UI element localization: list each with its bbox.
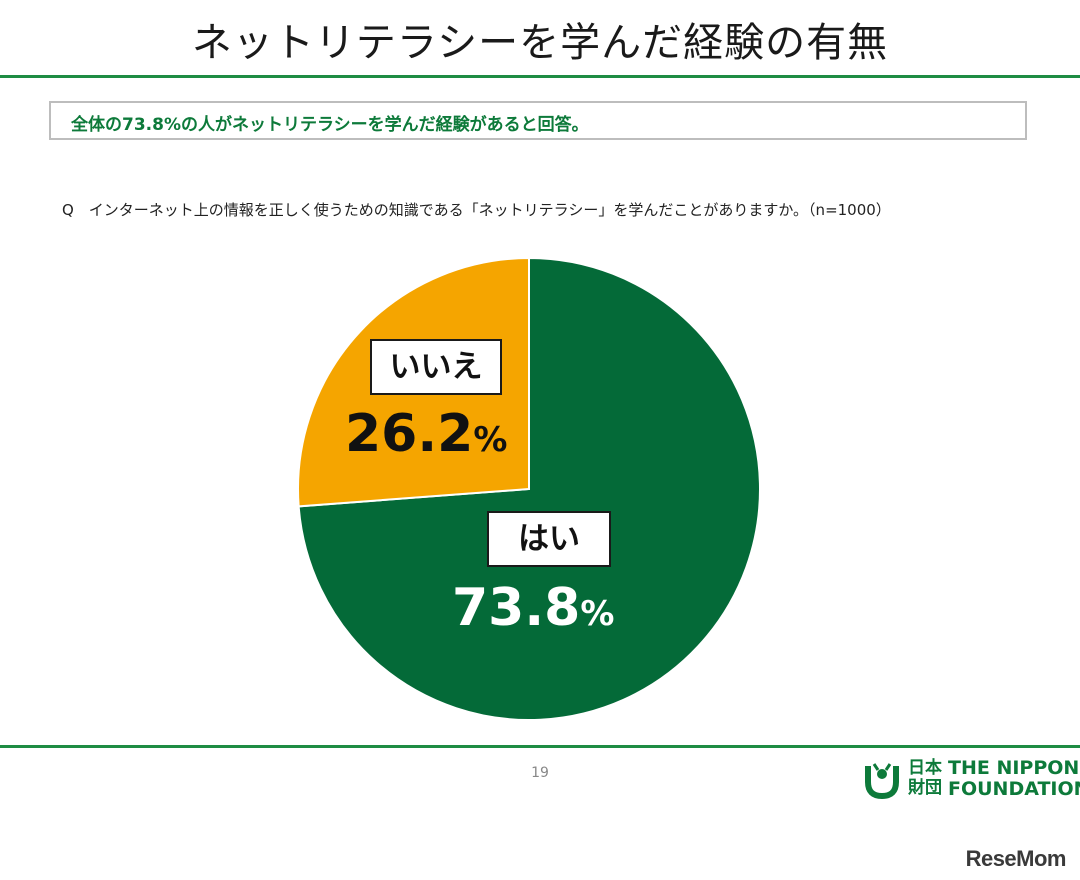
callout-yes: はい: [487, 511, 611, 567]
value-number-no: 26.2: [345, 404, 474, 464]
foundation-mark-icon: [865, 763, 899, 800]
watermark: ReseMom: [965, 846, 1067, 871]
logo-jp-line1: 日本: [908, 758, 942, 778]
logo-en-line1: THE NIPPON: [948, 757, 1080, 779]
slice-label-no: いいえ: [389, 349, 483, 385]
value-unit-yes: %: [580, 594, 615, 634]
callout-no: いいえ: [370, 339, 502, 395]
value-unit-no: %: [473, 420, 508, 460]
value-number-yes: 73.8: [452, 578, 581, 638]
logo-jp-line2: 財団: [908, 778, 942, 798]
slice-label-yes: はい: [518, 521, 580, 557]
title-rule: [0, 75, 1080, 78]
footer-rule: [0, 745, 1080, 748]
value-label-no: 26.2%: [345, 404, 507, 464]
slide-title: ネットリテラシーを学んだ経験の有無: [191, 20, 889, 66]
page-number: 19: [531, 765, 549, 781]
question-text: Q インターネット上の情報を正しく使うための知識である「ネットリテラシー」を学ん…: [62, 201, 891, 219]
logo-en-line2: FOUNDATION: [948, 778, 1080, 800]
summary-box: 全体の73.8%の人がネットリテラシーを学んだ経験があると回答。: [49, 101, 1027, 140]
value-label-yes: 73.8%: [452, 578, 614, 638]
